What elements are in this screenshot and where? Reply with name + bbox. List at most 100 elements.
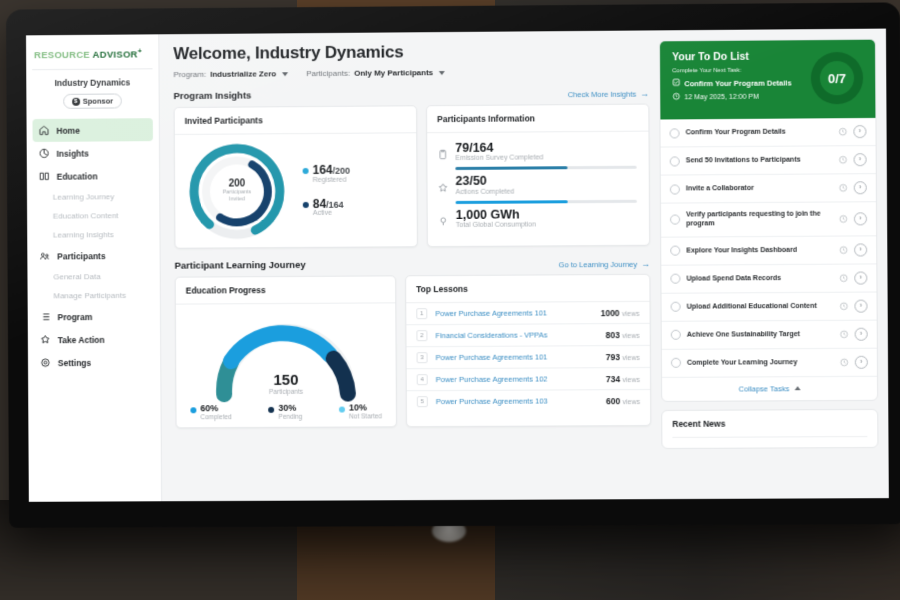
action-icon xyxy=(40,334,51,345)
clock-icon xyxy=(839,214,848,223)
lesson-views: 600 views xyxy=(606,396,640,406)
lesson-rank: 4 xyxy=(416,374,428,386)
donut-center-value: 200 xyxy=(228,178,246,190)
legend-item-active: 84/164 Active xyxy=(302,196,351,218)
clock-icon xyxy=(839,273,848,282)
task-open-button[interactable]: › xyxy=(854,299,868,313)
lesson-views: 793 views xyxy=(606,351,640,362)
sidebar-item-learning-journey[interactable]: Learning Journey xyxy=(52,192,115,202)
task-open-button[interactable]: › xyxy=(854,243,868,257)
lesson-row[interactable]: 1 Power Purchase Agreements 101 1000 vie… xyxy=(406,301,650,326)
gauge-center-text: 150 Participants xyxy=(206,371,366,396)
task-open-button[interactable]: › xyxy=(854,327,868,341)
task-checkbox[interactable] xyxy=(670,245,681,257)
task-open-button[interactable]: › xyxy=(853,181,867,195)
legend-percent: 60% xyxy=(200,403,219,414)
todo-list-card: Your To Do List Complete Your Next Task:… xyxy=(658,38,879,402)
lesson-name[interactable]: Power Purchase Agreements 102 xyxy=(435,374,548,385)
sidebar-item-label: Education xyxy=(56,171,98,182)
task-open-button[interactable]: › xyxy=(853,212,868,226)
invited-donut-chart: 200 Participants Invited xyxy=(185,139,289,244)
task-checkbox[interactable] xyxy=(670,302,681,313)
todo-header: Your To Do List Complete Your Next Task:… xyxy=(659,39,876,120)
task-row[interactable]: Complete Your Learning Journey › xyxy=(661,348,878,378)
lesson-row[interactable]: 2 Financial Considerations - VPPAs 803 v… xyxy=(406,323,650,348)
task-row[interactable]: Verify participants requesting to join t… xyxy=(660,202,877,238)
legend-label: Active xyxy=(312,209,332,218)
lesson-row[interactable]: 5 Power Purchase Agreements 103 600 view… xyxy=(407,390,650,412)
gear-icon xyxy=(40,357,51,368)
task-open-button[interactable]: › xyxy=(854,271,868,285)
sidebar-item-settings[interactable]: Settings xyxy=(28,351,160,375)
legend-dot-icon xyxy=(302,167,309,174)
stat-value: 1,000 GWh xyxy=(455,207,520,222)
sidebar-item-general-data[interactable]: General Data xyxy=(53,272,101,282)
book-icon xyxy=(39,171,50,182)
legend-denominator: /200 xyxy=(332,165,351,176)
task-open-button[interactable]: › xyxy=(853,125,867,139)
stat-actions-completed: 23/50 Actions Completed xyxy=(437,173,637,204)
logo-part-one: RESOURCE xyxy=(34,49,91,62)
legend-dot-icon xyxy=(268,406,275,413)
organization-name: Industry Dynamics xyxy=(54,77,131,89)
lesson-name[interactable]: Financial Considerations - VPPAs xyxy=(435,330,548,341)
sidebar-item-education-content[interactable]: Education Content xyxy=(52,211,119,221)
sidebar-item-education[interactable]: Education xyxy=(27,164,159,188)
task-checkbox[interactable] xyxy=(670,274,681,285)
task-row[interactable]: Upload Additional Educational Content › xyxy=(661,292,877,322)
legend-dot-icon xyxy=(339,406,346,413)
sidebar-item-participants[interactable]: Participants xyxy=(27,244,159,268)
lesson-row[interactable]: 4 Power Purchase Agreements 102 734 view… xyxy=(406,367,651,392)
lesson-row[interactable]: 3 Power Purchase Agreements 101 793 view… xyxy=(406,345,650,370)
arrow-right-icon: → xyxy=(641,258,651,269)
task-checkbox[interactable] xyxy=(669,155,680,167)
education-chart-area: 150 Participants 60% Completed xyxy=(176,303,396,427)
sidebar-item-take-action[interactable]: Take Action xyxy=(28,328,160,352)
todo-due-text: 12 May 2025, 12:00 PM xyxy=(684,93,760,101)
task-row[interactable]: Send 50 Invitations to Participants › xyxy=(660,146,876,176)
sponsor-badge[interactable]: Sponsor xyxy=(62,93,123,110)
task-row[interactable]: Achieve One Sustainability Target › xyxy=(661,320,877,350)
participants-icon xyxy=(39,251,50,262)
link-label: Go to Learning Journey xyxy=(558,259,638,270)
task-open-button[interactable]: › xyxy=(853,153,867,167)
task-row[interactable]: Confirm Your Program Details › xyxy=(660,117,876,148)
task-row[interactable]: Explore Your Insights Dashboard › xyxy=(661,236,877,266)
participants-filter-value: Only My Participants xyxy=(354,68,434,78)
sidebar-item-manage-participants[interactable]: Manage Participants xyxy=(53,291,126,301)
participants-filter[interactable]: Participants: Only My Participants xyxy=(306,68,446,78)
sidebar-item-learning-insights[interactable]: Learning Insights xyxy=(53,230,114,240)
program-insights-header: Program Insights Check More Insights → xyxy=(174,88,650,103)
todo-task-list: Confirm Your Program Details › Send 50 I… xyxy=(660,117,878,378)
task-checkbox[interactable] xyxy=(670,358,682,369)
chevron-down-icon xyxy=(439,70,446,75)
lesson-name[interactable]: Power Purchase Agreements 101 xyxy=(435,352,548,363)
collapse-label: Collapse Tasks xyxy=(738,384,790,394)
task-checkbox[interactable] xyxy=(669,127,680,138)
task-checkbox[interactable] xyxy=(670,330,681,341)
lesson-name[interactable]: Power Purchase Agreements 103 xyxy=(435,396,548,407)
task-row[interactable]: Invite a Collaborator › xyxy=(660,174,876,204)
collapse-tasks-button[interactable]: Collapse Tasks xyxy=(662,377,877,401)
task-checkbox[interactable] xyxy=(670,214,681,226)
go-to-learning-journey-link[interactable]: Go to Learning Journey → xyxy=(558,258,651,270)
sidebar-item-home[interactable]: Home xyxy=(32,118,153,143)
todo-counter: 0/7 xyxy=(827,70,847,86)
task-checkbox[interactable] xyxy=(669,183,680,195)
task-open-button[interactable]: › xyxy=(854,355,868,369)
lesson-name[interactable]: Power Purchase Agreements 101 xyxy=(435,308,548,319)
program-filter[interactable]: Program: Industrialize Zero xyxy=(173,69,289,79)
task-label: Invite a Collaborator xyxy=(685,184,754,193)
sidebar-item-insights[interactable]: Insights xyxy=(27,141,159,165)
views-count: 1000 xyxy=(600,307,620,318)
check-more-insights-link[interactable]: Check More Insights → xyxy=(568,89,650,100)
sidebar-item-label: Program xyxy=(57,311,93,322)
legend-item-pending: 30% Pending xyxy=(268,403,302,421)
coin-icon xyxy=(71,97,80,106)
sidebar-item-label: Participants xyxy=(57,250,106,262)
sidebar-item-label: Settings xyxy=(57,357,92,368)
invited-chart-area: 200 Participants Invited 164/200 xyxy=(175,133,417,247)
task-row[interactable]: Upload Spend Data Records › xyxy=(661,264,877,294)
sidebar-item-program[interactable]: Program xyxy=(28,305,160,329)
lesson-views: 1000 views xyxy=(600,307,640,318)
